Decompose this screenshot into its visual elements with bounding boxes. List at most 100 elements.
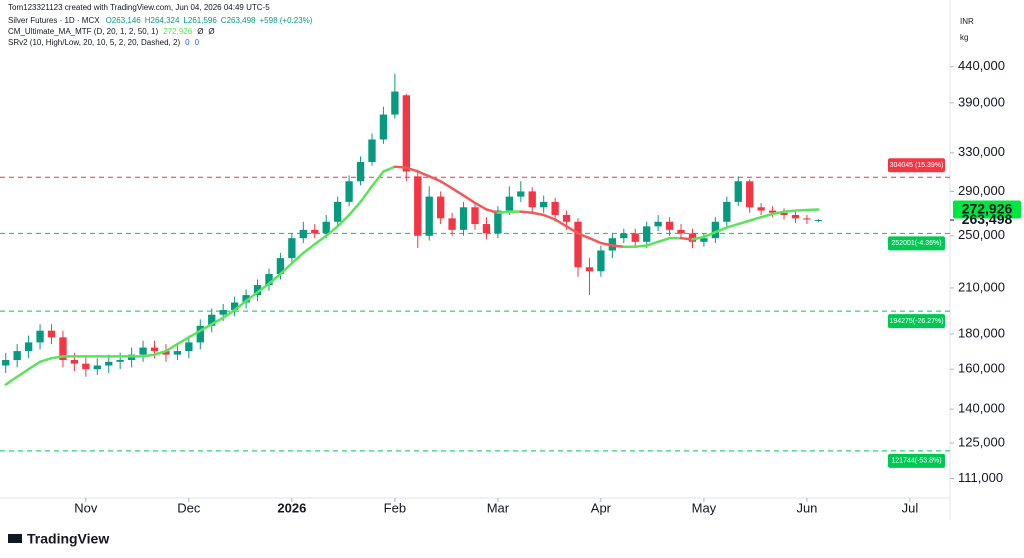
candle-body — [791, 214, 800, 219]
candle-body — [711, 221, 720, 239]
candle-body — [631, 233, 639, 242]
candle — [299, 221, 307, 244]
moving-average — [176, 336, 191, 346]
x-tick-label: Jul — [902, 500, 919, 515]
x-tick-label: May — [692, 500, 717, 515]
moving-average — [27, 360, 42, 371]
candle-body — [482, 224, 491, 234]
moving-average — [187, 329, 202, 339]
y-tick-label: 290,000 — [958, 183, 1005, 198]
candle — [620, 228, 628, 244]
candle-body — [13, 351, 21, 361]
moving-average — [725, 222, 740, 229]
candle-body — [391, 91, 399, 115]
brand-text: TradingView — [27, 531, 109, 547]
moving-average — [462, 194, 477, 205]
candle-body — [105, 361, 113, 366]
moving-average — [553, 218, 568, 228]
candle — [36, 324, 44, 350]
moving-average — [233, 299, 248, 312]
ohlc-value: H264,324 — [145, 16, 180, 25]
moving-average — [416, 170, 431, 178]
candle — [700, 233, 708, 247]
candle-body — [356, 161, 365, 182]
candle-body — [517, 191, 525, 197]
moving-average — [210, 316, 225, 326]
candle — [173, 344, 182, 361]
x-tick-label: Nov — [74, 500, 98, 515]
ohlc-value: +598 (+0.23%) — [260, 16, 313, 25]
candle — [574, 218, 582, 277]
candle — [791, 211, 800, 223]
moving-average — [691, 235, 706, 241]
moving-average — [519, 210, 534, 215]
candle-body — [219, 310, 227, 315]
candle — [448, 212, 456, 236]
candle-body — [24, 342, 33, 352]
candle-body — [276, 258, 285, 274]
last-ma-label: 272,926 — [962, 200, 1013, 216]
currency: INR — [960, 17, 974, 26]
candle — [311, 224, 319, 239]
moving-average — [359, 185, 374, 204]
candle — [379, 106, 388, 144]
candle-body — [59, 337, 67, 361]
moving-average — [439, 180, 454, 190]
candle-body — [437, 196, 445, 219]
candle-body — [162, 351, 170, 355]
moving-average — [679, 236, 694, 241]
indicator-value: Ø — [197, 27, 203, 36]
candle — [425, 186, 433, 241]
candle — [734, 176, 742, 207]
candle-body — [70, 360, 79, 364]
moving-average — [347, 200, 362, 217]
candle — [414, 169, 422, 248]
x-tick-label: Dec — [177, 500, 201, 515]
y-tick-label: 440,000 — [958, 58, 1005, 73]
moving-average — [530, 211, 545, 217]
moving-average — [645, 240, 660, 247]
candle — [665, 217, 674, 236]
y-tick-label: 125,000 — [958, 434, 1005, 449]
moving-average — [599, 241, 614, 247]
moving-average — [313, 234, 328, 246]
candle — [93, 358, 101, 375]
candle-body — [368, 139, 376, 162]
candle-body — [746, 181, 754, 208]
candle — [162, 344, 170, 362]
candle — [528, 187, 536, 213]
moving-average — [427, 175, 442, 183]
candle — [139, 340, 147, 362]
moving-average — [794, 208, 809, 212]
moving-average — [771, 210, 786, 216]
moving-average — [656, 236, 671, 244]
moving-average — [267, 272, 282, 285]
creator: Tom123321123 created with TradingView.co… — [8, 3, 270, 12]
moving-average — [782, 209, 797, 213]
y-tick-label: 180,000 — [958, 325, 1005, 340]
candle-body — [643, 226, 651, 242]
candle-body — [150, 347, 159, 352]
candle-body — [574, 221, 582, 268]
candle — [585, 258, 594, 296]
candle — [391, 73, 399, 119]
candle — [654, 214, 662, 232]
x-tick-label: Mar — [487, 500, 510, 515]
candle — [265, 268, 273, 291]
candle-body — [700, 238, 708, 242]
candle-body — [265, 273, 273, 286]
candle-body — [654, 221, 662, 227]
candle — [723, 196, 731, 227]
last-ma-box — [953, 200, 1021, 219]
moving-average — [4, 375, 19, 386]
candle-body — [173, 351, 182, 355]
moving-average — [164, 342, 179, 353]
candle-body — [299, 229, 307, 239]
candle-body — [585, 267, 594, 272]
moving-average — [370, 170, 385, 188]
candle — [597, 245, 605, 277]
candle — [711, 217, 720, 244]
ohlc-value: O263,146 — [106, 16, 142, 25]
candle-body — [688, 233, 697, 242]
candle-body — [116, 360, 124, 362]
